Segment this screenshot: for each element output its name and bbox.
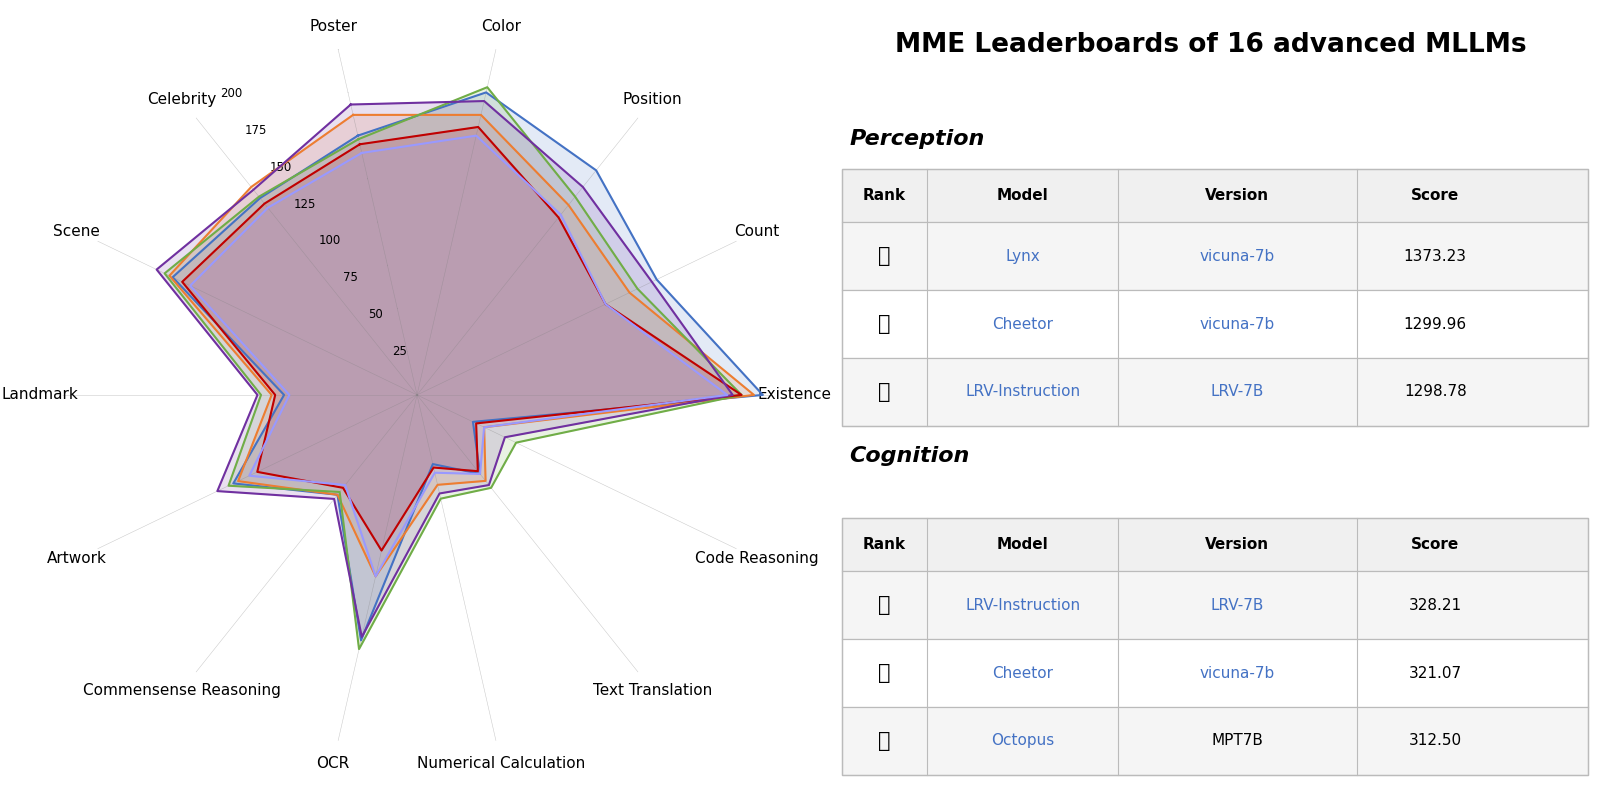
- Polygon shape: [165, 87, 741, 649]
- Polygon shape: [173, 93, 764, 641]
- Polygon shape: [157, 101, 733, 637]
- FancyBboxPatch shape: [842, 222, 1588, 290]
- FancyBboxPatch shape: [842, 518, 1588, 571]
- FancyBboxPatch shape: [842, 290, 1588, 358]
- Text: Octopus: Octopus: [991, 733, 1054, 748]
- Text: 312.50: 312.50: [1408, 733, 1461, 748]
- Text: Cognition: Cognition: [850, 446, 970, 466]
- Text: MPT7B: MPT7B: [1211, 733, 1264, 748]
- Text: LRV-Instruction: LRV-Instruction: [966, 598, 1079, 613]
- Text: LRV-7B: LRV-7B: [1211, 384, 1264, 399]
- Text: Lynx: Lynx: [1006, 249, 1039, 264]
- Text: 🥇: 🥇: [879, 596, 890, 615]
- Text: vicuna-7b: vicuna-7b: [1200, 317, 1275, 331]
- Text: 321.07: 321.07: [1408, 666, 1461, 680]
- Text: vicuna-7b: vicuna-7b: [1200, 666, 1275, 680]
- Text: 🥉: 🥉: [879, 382, 890, 401]
- FancyBboxPatch shape: [842, 358, 1588, 426]
- Text: Rank: Rank: [863, 189, 906, 203]
- Text: LRV-7B: LRV-7B: [1211, 598, 1264, 613]
- Text: LRV-Instruction: LRV-Instruction: [966, 384, 1079, 399]
- Text: vicuna-7b: vicuna-7b: [1200, 249, 1275, 264]
- Text: Cheetor: Cheetor: [993, 317, 1054, 331]
- Text: Version: Version: [1205, 538, 1269, 552]
- Text: Score: Score: [1412, 189, 1460, 203]
- Text: Perception: Perception: [850, 129, 985, 149]
- Text: 🥈: 🥈: [879, 663, 890, 683]
- Text: 1373.23: 1373.23: [1404, 249, 1466, 264]
- Text: 1299.96: 1299.96: [1404, 317, 1466, 331]
- FancyBboxPatch shape: [842, 639, 1588, 707]
- Text: Score: Score: [1412, 538, 1460, 552]
- Polygon shape: [170, 115, 754, 576]
- Text: Version: Version: [1205, 189, 1269, 203]
- Text: Cheetor: Cheetor: [993, 666, 1054, 680]
- Text: 328.21: 328.21: [1408, 598, 1461, 613]
- Text: Model: Model: [996, 189, 1049, 203]
- Polygon shape: [191, 135, 727, 576]
- Text: MME Leaderboards of 16 advanced MLLMs: MME Leaderboards of 16 advanced MLLMs: [895, 32, 1527, 58]
- Text: 1298.78: 1298.78: [1404, 384, 1466, 399]
- Polygon shape: [183, 127, 741, 550]
- Text: 🥉: 🥉: [879, 731, 890, 750]
- Text: Rank: Rank: [863, 538, 906, 552]
- FancyBboxPatch shape: [842, 169, 1588, 222]
- FancyBboxPatch shape: [842, 707, 1588, 775]
- Text: Model: Model: [996, 538, 1049, 552]
- Text: 🥈: 🥈: [879, 314, 890, 334]
- FancyBboxPatch shape: [842, 571, 1588, 639]
- Text: 🥇: 🥇: [879, 247, 890, 266]
